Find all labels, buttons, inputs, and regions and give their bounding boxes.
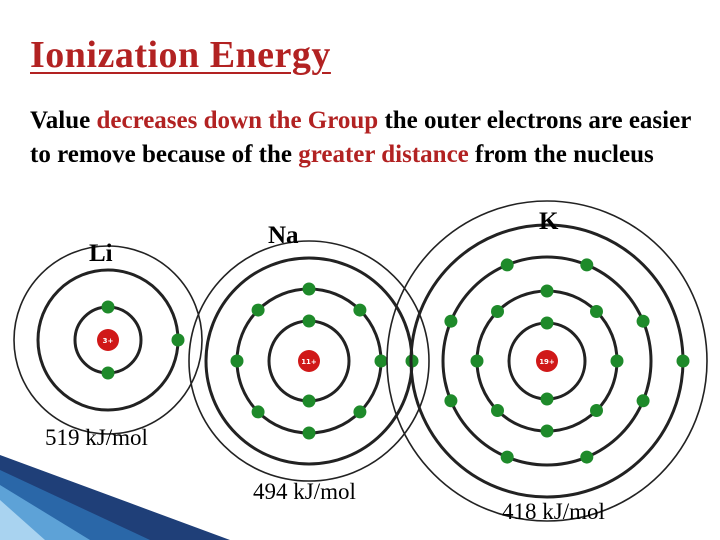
page-title: Ionization Energy: [30, 34, 331, 76]
atom-potassium: 19+: [386, 200, 708, 522]
electron: [636, 314, 650, 328]
electron: [580, 258, 594, 272]
electron: [251, 303, 265, 317]
nucleus-charge: 19+: [539, 358, 555, 366]
electron-shell: [441, 255, 653, 467]
electron: [540, 392, 554, 406]
electron: [491, 403, 505, 417]
atom-outline: [188, 240, 430, 482]
atom-outline: [386, 200, 708, 522]
electron: [302, 394, 316, 408]
nucleus: [97, 329, 119, 351]
highlight-distance: greater distance: [298, 141, 469, 168]
electron: [540, 424, 554, 438]
electron: [353, 405, 367, 419]
electron: [676, 354, 690, 368]
electron: [610, 354, 624, 368]
electron: [302, 314, 316, 328]
energy-potassium: 418 kJ/mol: [502, 499, 605, 524]
atom-sodium: 11+: [188, 240, 430, 482]
electron: [580, 450, 594, 464]
energy-lithium: 519 kJ/mol: [45, 425, 148, 450]
label-lithium: Li: [89, 240, 113, 267]
electron: [500, 258, 514, 272]
electron: [636, 394, 650, 408]
body-text: Value decreases down the Group the outer…: [30, 104, 710, 172]
label-sodium: Na: [268, 222, 299, 249]
electron: [540, 284, 554, 298]
electron: [444, 314, 458, 328]
electron: [101, 366, 115, 380]
electron: [470, 354, 484, 368]
atom-lithium: 3+: [13, 245, 203, 435]
body-text-part: the outer electrons are easier to remove…: [30, 107, 691, 168]
electron: [230, 354, 244, 368]
corner-swoosh: [0, 455, 230, 540]
nucleus-charge: 3+: [103, 337, 114, 345]
nucleus: [536, 350, 558, 372]
atom-outline: [13, 245, 203, 435]
nucleus-charge: 11+: [301, 358, 317, 366]
electron: [353, 303, 367, 317]
energy-sodium: 494 kJ/mol: [253, 479, 356, 504]
electron: [589, 305, 603, 319]
electron: [171, 333, 185, 347]
nucleus: [298, 350, 320, 372]
highlight-decreases: decreases down the Group: [96, 107, 379, 134]
electron: [500, 450, 514, 464]
electron: [302, 282, 316, 296]
electron: [589, 403, 603, 417]
electron: [251, 405, 265, 419]
body-text-part: from the nucleus: [468, 141, 654, 168]
electron: [491, 305, 505, 319]
label-potassium: K: [539, 208, 559, 235]
body-text-part: Value: [30, 107, 97, 134]
electron: [302, 426, 316, 440]
electron: [444, 394, 458, 408]
electron: [540, 316, 554, 330]
electron: [374, 354, 388, 368]
electron: [101, 300, 115, 314]
